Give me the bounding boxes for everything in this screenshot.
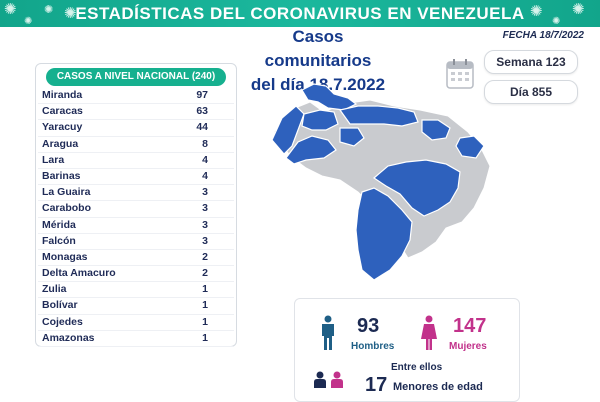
header-banner — [0, 0, 600, 27]
men-label: Hombres — [351, 341, 395, 352]
state-row: Delta Amacuro 2 — [38, 266, 234, 283]
among-label: Entre ellos — [391, 362, 443, 373]
state-count: 63 — [196, 105, 208, 118]
state-name: Monagas — [42, 250, 88, 263]
virus-icon: ✺ — [530, 3, 543, 20]
state-count: 1 — [202, 331, 208, 344]
state-count: 4 — [202, 169, 208, 182]
state-row: Carabobo 3 — [38, 201, 234, 218]
state-count: 8 — [202, 137, 208, 150]
state-row: Miranda 97 — [38, 88, 234, 105]
state-list: Miranda 97 Caracas 63 Yaracuy 44 Aragua 8 La… — [38, 88, 234, 347]
state-row: Yaracuy 44 — [38, 120, 234, 137]
state-row: Mérida 3 — [38, 218, 234, 234]
state-name: Lara — [42, 153, 65, 166]
map-state-central-coast — [338, 105, 419, 127]
national-cases-panel: CASOS A NIVEL NACIONAL (240) Miranda 97 C… — [35, 63, 237, 347]
state-row: Aragua 8 — [38, 137, 234, 153]
calendar-icon — [446, 59, 474, 89]
state-row: La Guaira 3 — [38, 185, 234, 202]
map-state-falcon — [301, 83, 358, 111]
map-state-lara — [301, 109, 339, 131]
state-row: Falcón 3 — [38, 234, 234, 250]
virus-icon: ✺ — [552, 16, 561, 27]
state-name: Carabobo — [42, 202, 92, 215]
state-row: Bolívar 1 — [38, 298, 234, 315]
virus-icon: ✺ — [24, 16, 33, 27]
state-count: 3 — [202, 202, 208, 215]
state-name: Barinas — [42, 169, 81, 182]
woman-icon — [421, 315, 437, 350]
demographics-card: 93 Hombres 147 Mujeres Entre ellos 17 Me… — [294, 298, 520, 402]
man-icon — [322, 315, 334, 350]
venezuela-map — [271, 83, 491, 281]
map-state-cojedes — [339, 127, 365, 147]
women-count: 147 — [453, 315, 487, 337]
state-count: 3 — [202, 186, 208, 199]
virus-icon: ✺ — [572, 1, 585, 18]
virus-icon: ✺ — [64, 5, 77, 22]
state-row: Barinas 4 — [38, 169, 234, 186]
state-count: 97 — [196, 89, 208, 101]
week-counter: Semana 123 — [484, 50, 578, 74]
state-row: Cojedes 1 — [38, 315, 234, 331]
map-state-bolivar — [373, 159, 461, 217]
state-count: 3 — [202, 234, 208, 247]
headline-line-1: Casos comunitarios — [264, 27, 372, 70]
minors-count: 17 — [365, 374, 388, 396]
state-row: Caracas 63 — [38, 104, 234, 121]
state-row: Amazonas 1 — [38, 331, 234, 347]
state-name: Miranda — [42, 89, 83, 101]
state-name: Delta Amacuro — [42, 267, 116, 280]
state-name: Yaracuy — [42, 121, 83, 134]
header-title: ESTADÍSTICAS DEL CORONAVIRUS EN VENEZUEL… — [75, 4, 525, 23]
state-row: Monagas 2 — [38, 250, 234, 267]
state-row: Zulia 1 — [38, 282, 234, 299]
state-name: Aragua — [42, 137, 79, 150]
women-label: Mujeres — [449, 341, 487, 352]
map-state-monagas — [421, 119, 451, 141]
national-cases-label: CASOS A NIVEL NACIONAL (240) — [46, 68, 226, 86]
state-count: 1 — [202, 283, 208, 296]
map-state-zulia — [271, 105, 305, 155]
state-count: 2 — [202, 250, 208, 263]
state-count: 1 — [202, 299, 208, 312]
report-date: FECHA 18/7/2022 — [502, 30, 584, 41]
state-name: Caracas — [42, 105, 83, 118]
state-name: Cojedes — [42, 315, 83, 328]
state-name: Amazonas — [42, 331, 95, 344]
virus-icon: ✺ — [44, 4, 54, 16]
map-state-amazonas — [355, 187, 413, 281]
state-count: 4 — [202, 153, 208, 166]
state-name: La Guaira — [42, 186, 91, 199]
state-count: 1 — [202, 315, 208, 328]
children-icon — [314, 371, 343, 388]
state-count: 44 — [196, 121, 208, 134]
state-row: Lara 4 — [38, 153, 234, 169]
map-state-delta-amacuro — [455, 135, 485, 159]
state-count: 2 — [202, 267, 208, 280]
map-state-merida-barinas — [285, 135, 337, 165]
state-name: Falcón — [42, 234, 76, 247]
men-count: 93 — [357, 315, 380, 337]
state-name: Zulia — [42, 283, 67, 296]
virus-icon: ✺ — [4, 1, 17, 18]
day-counter: Día 855 — [484, 80, 578, 104]
state-name: Mérida — [42, 218, 76, 231]
minors-label: Menores de edad — [393, 381, 483, 393]
state-name: Bolívar — [42, 299, 78, 312]
headline: Casos comunitarios del día 18.7.2022 — [238, 25, 398, 97]
state-count: 3 — [202, 218, 208, 231]
